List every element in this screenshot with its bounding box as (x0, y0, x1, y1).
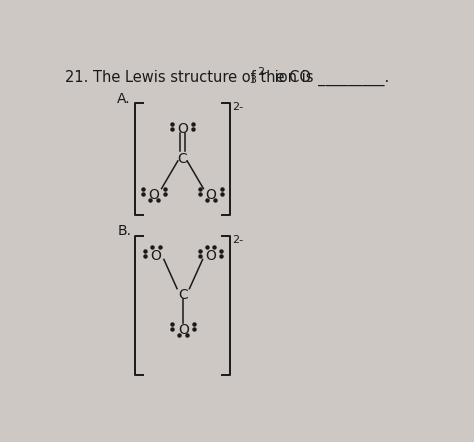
Text: ion is _________.: ion is _________. (270, 70, 389, 86)
Text: O: O (151, 249, 162, 263)
Text: C: C (178, 152, 187, 166)
Text: O: O (178, 323, 189, 336)
Text: 21. The Lewis structure of the CO: 21. The Lewis structure of the CO (65, 70, 311, 85)
Text: O: O (206, 188, 217, 202)
Text: 2-: 2- (232, 235, 243, 245)
Text: 2-: 2- (257, 67, 268, 77)
Text: C: C (178, 288, 188, 302)
Text: A.: A. (118, 91, 131, 106)
Text: B.: B. (118, 224, 131, 238)
Text: O: O (148, 188, 159, 202)
Text: 2-: 2- (232, 102, 243, 111)
Text: O: O (177, 122, 188, 136)
Text: 3: 3 (249, 75, 256, 84)
Text: O: O (205, 249, 216, 263)
